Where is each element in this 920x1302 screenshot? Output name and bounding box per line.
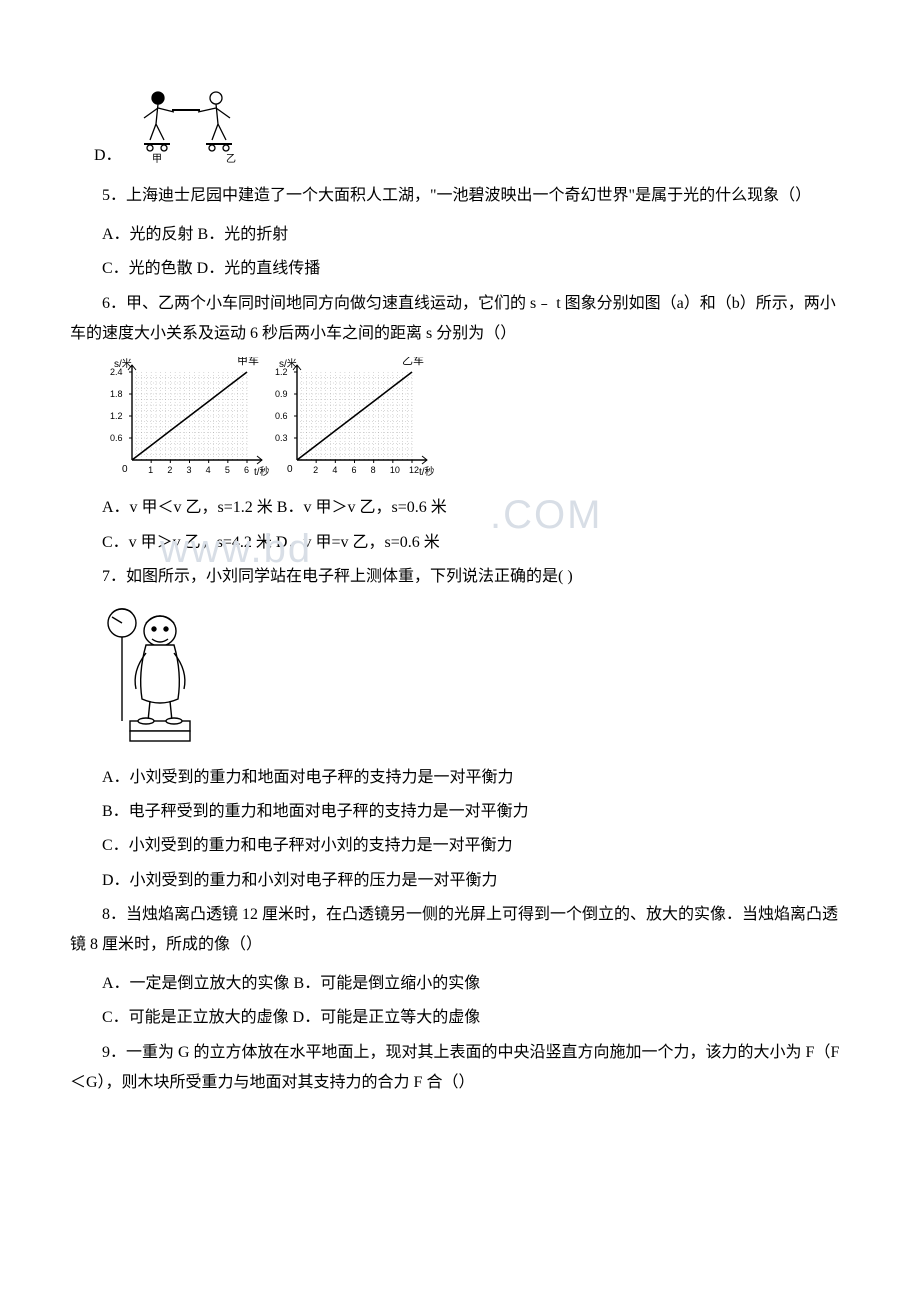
svg-text:5: 5 xyxy=(225,465,230,475)
svg-text:0.6: 0.6 xyxy=(110,433,123,443)
q7-option-d: D．小刘受到的重力和小刘对电子秤的压力是一对平衡力 xyxy=(70,866,850,896)
page-content: D． 甲 xyxy=(70,84,850,1098)
q4-skaters-image: 甲 乙 xyxy=(130,84,250,175)
q7-option-b: B．电子秤受到的重力和地面对电子秤的支持力是一对平衡力 xyxy=(70,797,850,827)
svg-text:1.2: 1.2 xyxy=(110,411,123,421)
svg-text:0.6: 0.6 xyxy=(275,411,288,421)
svg-text:乙车: 乙车 xyxy=(402,357,424,367)
svg-text:4: 4 xyxy=(332,465,337,475)
q6-options-line2: C．v 甲＞v 乙，s=4.2 米 D．v 甲=v 乙，s=0.6 米 xyxy=(70,528,850,558)
svg-text:0.3: 0.3 xyxy=(275,433,288,443)
svg-text:2: 2 xyxy=(313,465,318,475)
svg-text:0.9: 0.9 xyxy=(275,389,288,399)
svg-text:t/秒: t/秒 xyxy=(419,465,435,478)
svg-text:甲: 甲 xyxy=(152,154,162,164)
svg-text:1: 1 xyxy=(148,465,153,475)
q7-option-c: C．小刘受到的重力和电子秤对小刘的支持力是一对平衡力 xyxy=(70,831,850,861)
svg-text:6: 6 xyxy=(244,465,249,475)
svg-text:0: 0 xyxy=(122,464,128,475)
svg-text:4: 4 xyxy=(206,465,211,475)
q7-stem: 7．如图所示，小刘同学站在电子秤上测体重，下列说法正确的是( ) xyxy=(70,562,850,592)
q8-options-line1: A．一定是倒立放大的实像 B．可能是倒立缩小的实像 xyxy=(70,969,850,999)
q6-stem: 6．甲、乙两个小车同时间地同方向做匀速直线运动，它们的 s﹣ t 图象分别如图（… xyxy=(70,289,850,350)
svg-text:t/秒: t/秒 xyxy=(254,465,270,478)
svg-text:乙: 乙 xyxy=(226,153,236,164)
svg-text:2.4: 2.4 xyxy=(110,367,123,377)
svg-text:6: 6 xyxy=(352,465,357,475)
q6-options-line1: A．v 甲＜v 乙，s=1.2 米 B．v 甲＞v 乙，s=0.6 米 xyxy=(70,493,850,523)
svg-text:甲车: 甲车 xyxy=(237,357,259,367)
svg-text:12: 12 xyxy=(409,465,419,475)
svg-text:10: 10 xyxy=(390,465,400,475)
svg-text:0: 0 xyxy=(287,464,293,475)
svg-text:2: 2 xyxy=(167,465,172,475)
q6-graphs: s/米 甲车 0.61.21.82.4 123456 0 t/秒 s/米 乙车 xyxy=(102,357,442,487)
q5-options-line2: C．光的色散 D．光的直线传播 xyxy=(70,254,850,284)
q8-stem: 8．当烛焰离凸透镜 12 厘米时，在凸透镜另一侧的光屏上可得到一个倒立的、放大的… xyxy=(70,900,850,961)
svg-text:3: 3 xyxy=(187,465,192,475)
q7-boy-on-scale-image xyxy=(102,603,202,753)
q4-option-d-row: D． 甲 xyxy=(70,84,850,175)
q8-options-line2: C．可能是正立放大的虚像 D．可能是正立等大的虚像 xyxy=(70,1003,850,1033)
q4-option-d-label: D． xyxy=(94,141,126,175)
q5-stem: 5．上海迪士尼园中建造了一个大面积人工湖，"一池碧波映出一个奇幻世界"是属于光的… xyxy=(70,181,850,211)
q5-options-line1: A．光的反射 B．光的折射 xyxy=(70,220,850,250)
q7-option-a: A．小刘受到的重力和地面对电子秤的支持力是一对平衡力 xyxy=(70,763,850,793)
q9-stem: 9．一重为 G 的立方体放在水平地面上，现对其上表面的中央沿竖直方向施加一个力，… xyxy=(70,1038,850,1099)
svg-text:1.8: 1.8 xyxy=(110,389,123,399)
svg-text:1.2: 1.2 xyxy=(275,367,288,377)
svg-text:8: 8 xyxy=(371,465,376,475)
